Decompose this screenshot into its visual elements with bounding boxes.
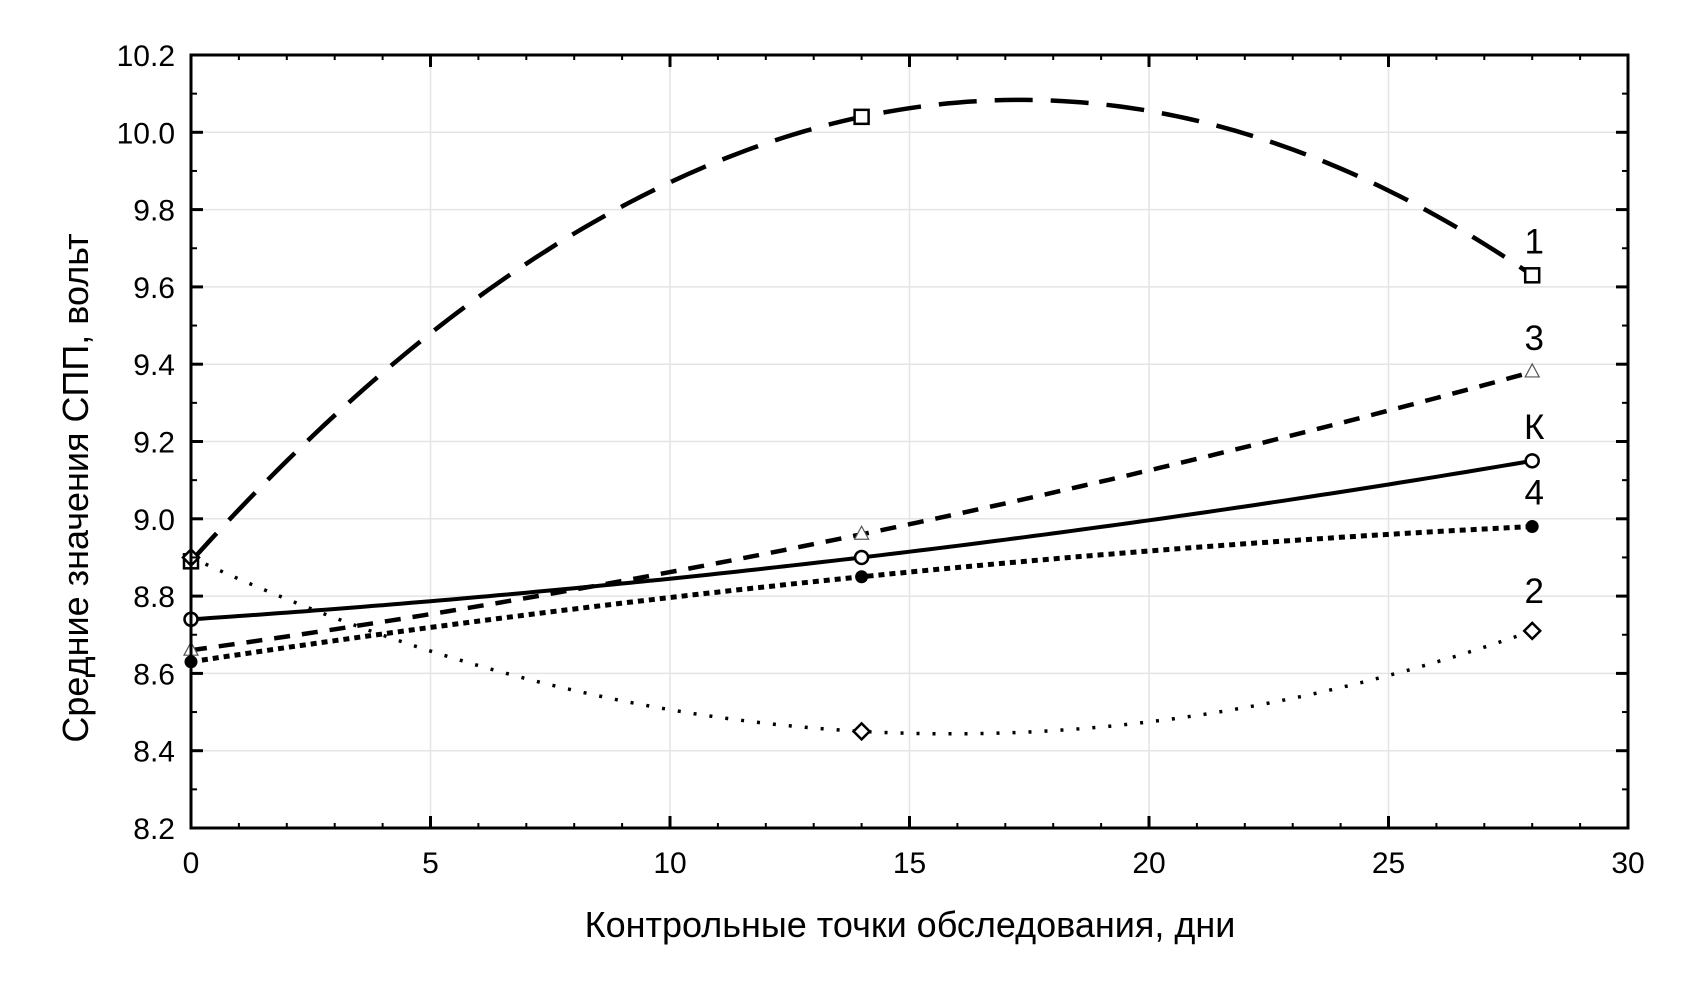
- y-tick-label: 8.4: [133, 736, 175, 769]
- y-tick-label: 9.0: [133, 504, 175, 537]
- series-label: К: [1524, 408, 1545, 447]
- y-tick-label: 9.4: [133, 349, 175, 382]
- series-label: 1: [1524, 222, 1543, 261]
- y-tick-label: 8.6: [133, 658, 175, 691]
- series-line: [190, 524, 1533, 665]
- circle-marker: [1525, 520, 1539, 534]
- square-marker: [853, 108, 870, 126]
- axis-ticks: [189, 53, 1630, 830]
- series-k: [183, 453, 1540, 628]
- series-labels: 1 2 3 К 4: [1524, 222, 1545, 611]
- series-layer: [181, 97, 1542, 742]
- diamond-marker: [1522, 621, 1542, 641]
- x-tick-label: 15: [893, 847, 926, 880]
- x-axis-tick-labels: 0 5 10 15 20 25 30: [183, 847, 1645, 880]
- triangle-marker: [1524, 362, 1541, 378]
- triangle-marker: [853, 524, 870, 540]
- series-line: [190, 369, 1533, 653]
- circle-marker: [1524, 453, 1540, 469]
- circle-marker: [853, 549, 870, 566]
- series-label: 3: [1524, 319, 1543, 358]
- y-axis-title: Средние значения СПП, вольт: [55, 233, 96, 742]
- y-tick-label: 10.0: [117, 117, 175, 150]
- square-marker: [1523, 267, 1541, 284]
- x-tick-label: 10: [653, 847, 686, 880]
- circle-marker: [855, 570, 869, 584]
- x-tick-label: 25: [1372, 847, 1405, 880]
- series-label: 2: [1524, 572, 1543, 611]
- y-tick-label: 8.2: [133, 813, 175, 846]
- y-tick-label: 9.8: [133, 195, 175, 228]
- x-tick-label: 5: [422, 847, 439, 880]
- y-tick-label: 8.8: [133, 581, 175, 614]
- grid-lines: [191, 55, 1628, 828]
- series-1: [182, 97, 1541, 570]
- series-4: [184, 520, 1539, 669]
- x-tick-label: 20: [1132, 847, 1165, 880]
- series-label: 4: [1524, 474, 1543, 513]
- x-tick-label: 30: [1611, 847, 1644, 880]
- x-tick-label: 0: [183, 847, 200, 880]
- series-line: [190, 555, 1533, 736]
- y-tick-label: 9.2: [133, 427, 175, 460]
- x-axis-title: Контрольные точки обследования, дни: [585, 904, 1236, 945]
- y-tick-label: 10.2: [117, 40, 175, 73]
- y-axis-tick-labels: 8.2 8.4 8.6 8.8 9.0 9.2 9.4 9.6 9.8 10.0 10.2: [117, 40, 175, 846]
- diamond-marker: [851, 721, 872, 742]
- series-3: [182, 362, 1541, 656]
- y-tick-label: 9.6: [133, 272, 175, 305]
